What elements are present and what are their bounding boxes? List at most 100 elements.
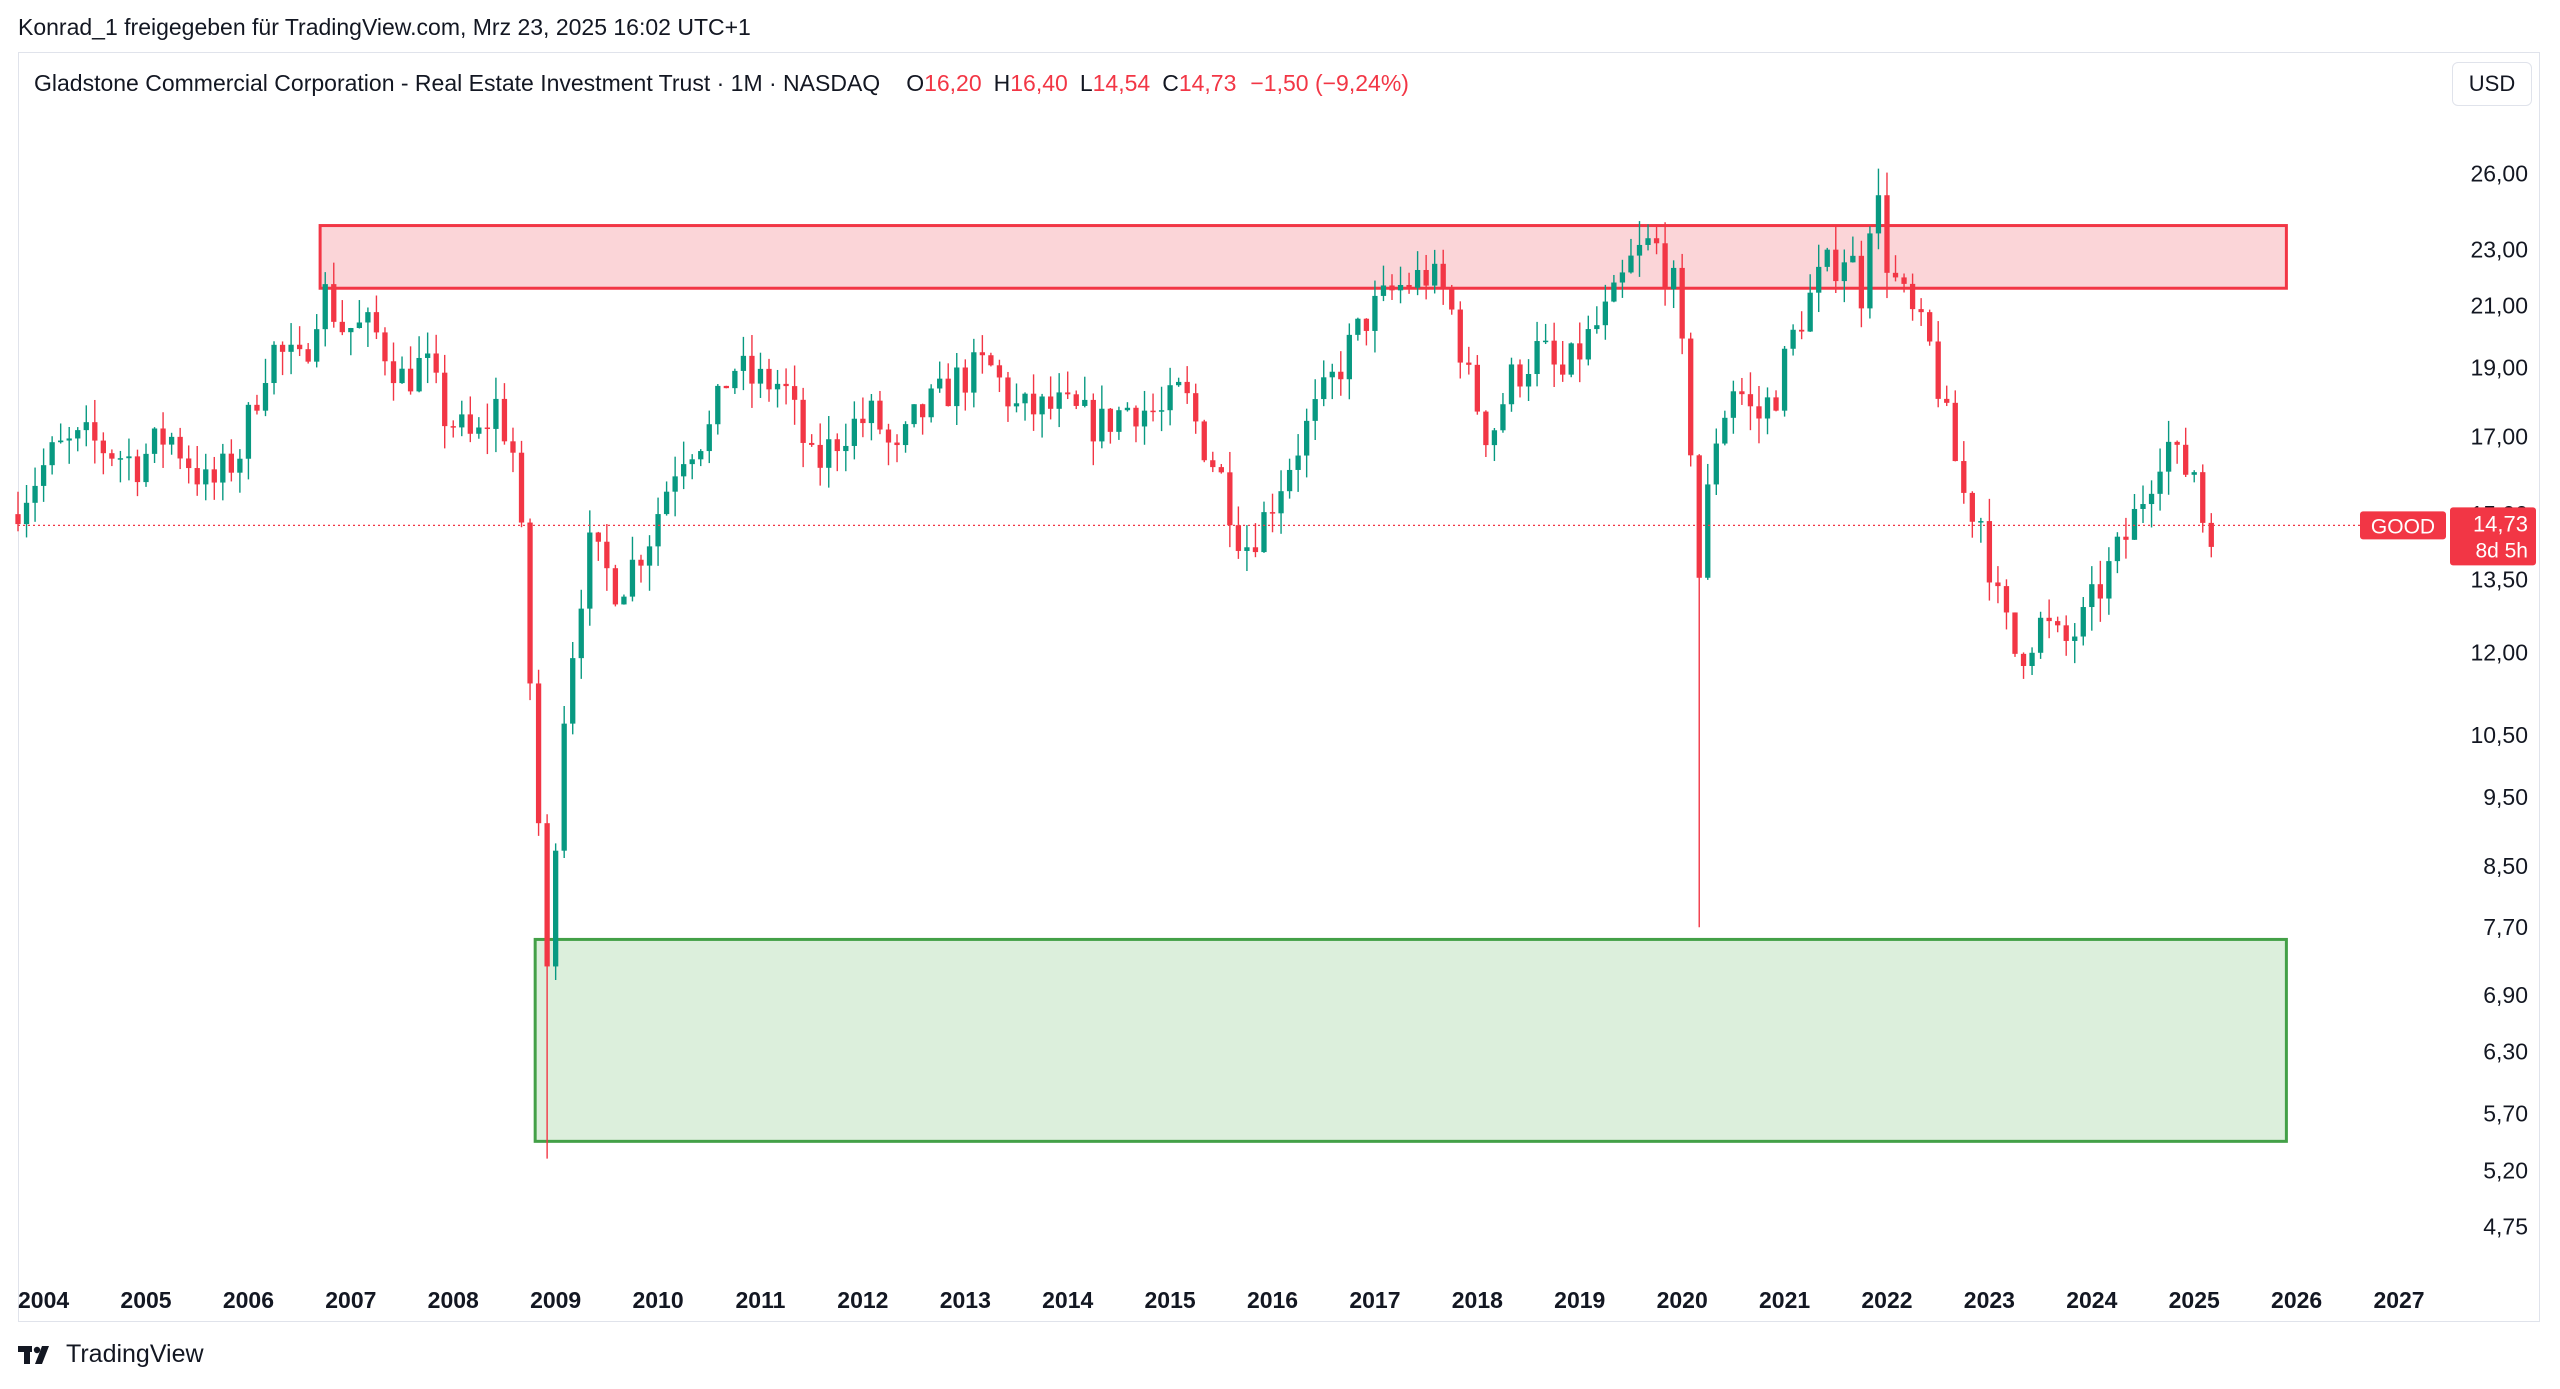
- candle-body: [92, 422, 98, 441]
- candle-body: [373, 312, 380, 333]
- candle-body: [66, 438, 72, 441]
- candle-body: [800, 399, 806, 443]
- candle-body: [151, 428, 158, 454]
- x-tick-label: 2010: [632, 1287, 683, 1313]
- candle-body: [1679, 267, 1685, 339]
- candle-body: [954, 367, 960, 407]
- candle-body: [1363, 318, 1370, 331]
- candle-body: [2200, 472, 2206, 523]
- candle-body: [1978, 521, 1984, 523]
- candle-body: [2020, 653, 2027, 666]
- candle-body: [390, 361, 397, 384]
- candle-body: [681, 464, 687, 477]
- support-zone: [533, 937, 2288, 1143]
- x-tick-label: 2009: [530, 1287, 581, 1313]
- candle-body: [1286, 469, 1293, 492]
- candle-body: [1628, 255, 1634, 273]
- candle-body: [296, 344, 303, 350]
- candle-body: [271, 344, 277, 384]
- candle-body: [1022, 393, 1028, 404]
- candle-body: [1218, 467, 1224, 473]
- candle-body: [23, 502, 30, 525]
- candle-body: [2140, 504, 2146, 509]
- candle-body: [1747, 394, 1754, 407]
- candle-body: [203, 469, 209, 485]
- candle-body: [1440, 263, 1446, 289]
- candle-body: [1884, 195, 1890, 273]
- candle-body: [262, 383, 269, 411]
- footer-brand[interactable]: TradingView: [18, 1340, 204, 1369]
- candle-body: [1833, 249, 1839, 282]
- candle-body: [450, 426, 456, 428]
- x-tick-label: 2016: [1247, 1287, 1298, 1313]
- symbol-legend[interactable]: Gladstone Commercial Corporation - Real …: [34, 70, 1409, 97]
- candle-body: [570, 658, 576, 724]
- candle-body: [561, 723, 567, 851]
- candle-body: [1602, 301, 1609, 326]
- candle-body: [1065, 392, 1071, 395]
- candle-body: [2106, 561, 2112, 599]
- x-tick-label: 2004: [18, 1287, 69, 1313]
- x-tick-label: 2005: [120, 1287, 171, 1313]
- open-label: O: [906, 70, 925, 96]
- candle-body: [672, 476, 678, 492]
- candle-body: [1193, 393, 1199, 422]
- candle-body: [1619, 272, 1626, 283]
- candle-body: [1705, 484, 1711, 578]
- x-tick-label: 2008: [428, 1287, 479, 1313]
- candle-body: [399, 368, 405, 384]
- x-tick-label: 2018: [1452, 1287, 1503, 1313]
- candle-body: [621, 596, 627, 605]
- y-tick-label: 23,00: [2470, 236, 2528, 262]
- candle-body: [1380, 285, 1387, 296]
- candle-body: [1372, 295, 1378, 331]
- low-value: 14,54: [1092, 70, 1151, 96]
- candle-body: [58, 440, 64, 443]
- y-tick-label: 10,50: [2470, 722, 2528, 748]
- y-tick-label: 5,20: [2483, 1157, 2528, 1183]
- candle-body: [254, 404, 260, 411]
- candle-body: [663, 491, 670, 515]
- currency-button[interactable]: USD: [2452, 62, 2532, 106]
- y-tick-label: 6,90: [2483, 982, 2528, 1008]
- x-tick-label: 2024: [2066, 1287, 2117, 1313]
- candle-body: [1867, 233, 1873, 309]
- candle-body: [382, 332, 388, 362]
- candle-body: [928, 388, 934, 418]
- x-tick-label: 2012: [837, 1287, 888, 1313]
- candle-body: [416, 357, 422, 392]
- candle-body: [1073, 394, 1079, 406]
- candle-body: [1798, 329, 1805, 332]
- candle-body: [160, 428, 166, 445]
- candle-body: [143, 453, 149, 483]
- candle-body: [1764, 397, 1771, 419]
- candle-body: [1696, 455, 1702, 578]
- candle-body: [1944, 398, 1950, 403]
- candle-body: [757, 368, 764, 384]
- candle-body: [1722, 417, 1728, 444]
- x-tick-label: 2007: [325, 1287, 376, 1313]
- candle-body: [1850, 255, 1856, 263]
- candle-body: [2012, 612, 2018, 654]
- candle-body: [1483, 411, 1489, 446]
- candle-body: [979, 352, 986, 356]
- candle-body: [322, 284, 328, 330]
- candle-body: [937, 378, 943, 389]
- candle-body: [1141, 410, 1148, 427]
- open-value: 16,20: [924, 70, 982, 96]
- candle-body: [2123, 536, 2129, 540]
- candle-body: [1611, 282, 1617, 302]
- candle-body: [331, 284, 337, 322]
- candle-body: [100, 440, 106, 454]
- y-tick-label: 5,70: [2483, 1101, 2528, 1127]
- candle-body: [177, 436, 183, 459]
- close-value: 14,73: [1178, 70, 1237, 96]
- candle-body: [1568, 343, 1574, 375]
- candle-body: [1082, 399, 1088, 406]
- candle-body: [2174, 441, 2180, 445]
- candle-body: [1167, 385, 1173, 411]
- y-tick-label: 26,00: [2470, 160, 2528, 186]
- ticker-tag-label: GOOD: [2371, 515, 2435, 538]
- candle-body: [2131, 508, 2138, 540]
